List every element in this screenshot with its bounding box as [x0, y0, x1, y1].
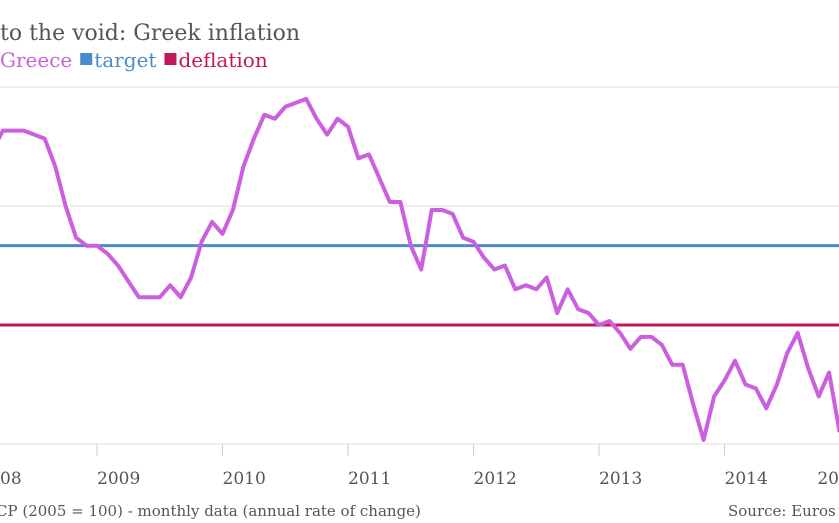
source: Source: Euros	[728, 502, 836, 520]
x-tick-label: 2013	[599, 469, 642, 489]
legend: Greece target deflation	[0, 48, 268, 72]
x-tick-label: 2014	[725, 469, 768, 489]
x-tick-label: 08	[0, 469, 22, 489]
plot-area: 08 2009 2010 2011 2012 2013 2014 20	[0, 86, 839, 489]
subtitle: CP (2005 = 100) - monthly data (annual r…	[0, 502, 421, 520]
legend-label: deflation	[178, 48, 267, 72]
x-tick-label: 2009	[97, 469, 140, 489]
legend-label: target	[94, 48, 156, 72]
legend-label: Greece	[0, 48, 72, 72]
legend-swatch	[80, 53, 93, 65]
x-tick-label: 20	[817, 469, 839, 489]
chart-title: to the void: Greek inflation	[0, 21, 300, 46]
x-tick-label: 2012	[474, 469, 517, 489]
legend-swatch	[164, 53, 177, 65]
x-tick-label: 2010	[223, 469, 266, 489]
line-series	[0, 96, 839, 442]
x-tick-label: 2011	[348, 469, 391, 489]
